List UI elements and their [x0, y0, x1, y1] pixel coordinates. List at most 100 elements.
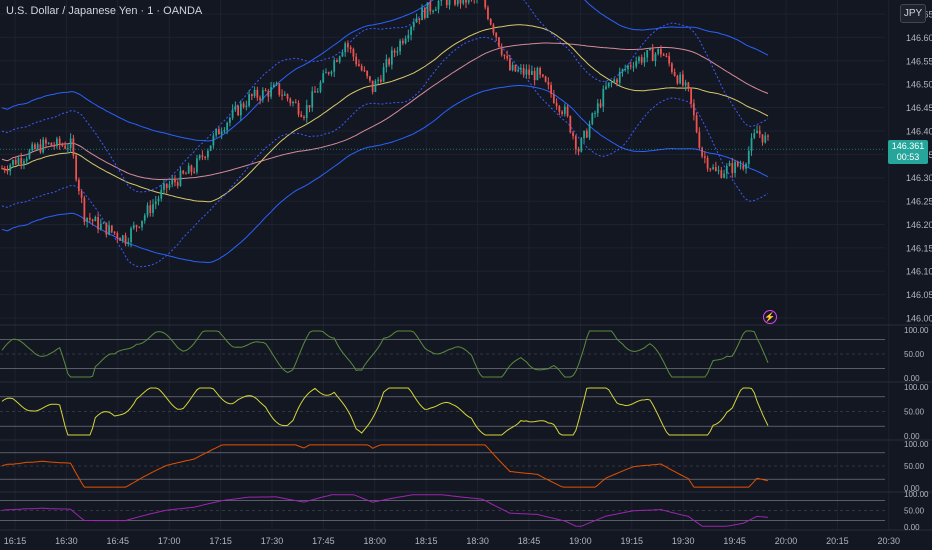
candle-body: [440, 0, 443, 1]
candle-body: [286, 94, 289, 99]
candle-body: [143, 215, 146, 221]
candle-body: [185, 173, 187, 175]
candle-body: [624, 69, 627, 71]
candle-body: [465, 0, 467, 3]
candle-body: [278, 83, 281, 95]
candle-body: [382, 67, 385, 82]
candle-body: [179, 170, 182, 186]
osc-axis-tick: 50.00: [904, 462, 925, 471]
candle-body: [621, 69, 624, 72]
candle-body: [338, 56, 341, 62]
time-axis-tick: 17:45: [312, 536, 335, 546]
osc-axis-tick: 100.00: [904, 383, 929, 392]
candle-body: [275, 83, 278, 85]
candle-body: [511, 64, 514, 71]
candle-body: [541, 74, 544, 77]
candle-body: [88, 217, 91, 220]
candle-body: [47, 142, 50, 144]
candle-body: [289, 98, 292, 104]
candle-body: [572, 132, 574, 137]
candle-body: [426, 2, 429, 18]
candle-body: [283, 94, 286, 96]
candle-body: [64, 145, 67, 149]
candle-body: [671, 63, 673, 72]
candle-body: [316, 91, 319, 93]
candle-body: [629, 65, 632, 67]
price-axis-tick: 146.550: [906, 56, 932, 66]
candle-body: [165, 183, 168, 188]
candle-body: [412, 22, 415, 27]
candle-body: [132, 225, 135, 229]
osc-axis-tick: 50.00: [904, 408, 925, 417]
candle-body: [591, 113, 594, 125]
oscillator-line: [1, 444, 769, 488]
price-axis-tick: 146.050: [906, 290, 932, 300]
candle-body: [341, 52, 344, 57]
candle-body: [25, 158, 28, 162]
candle-body: [533, 71, 536, 81]
candle-body: [77, 179, 80, 192]
time-axis-tick: 18:00: [364, 536, 387, 546]
candle-body: [552, 93, 555, 103]
candle-body: [154, 201, 157, 205]
candle-body: [401, 40, 404, 44]
candle-body: [209, 145, 212, 151]
candle-body: [245, 105, 248, 107]
time-axis-tick: 17:00: [158, 536, 181, 546]
candle-body: [193, 171, 196, 173]
candle-body: [80, 191, 83, 198]
candle-body: [12, 159, 14, 165]
candle-body: [492, 24, 495, 33]
candle-body: [160, 189, 163, 199]
candle-body: [467, 0, 470, 3]
candle-body: [253, 89, 256, 97]
time-axis-tick: 19:00: [569, 536, 592, 546]
candle-body: [97, 217, 99, 230]
candle-body: [522, 67, 525, 75]
candle-body: [314, 91, 316, 93]
lightning-icon[interactable]: ⚡: [763, 310, 777, 324]
candle-body: [116, 233, 119, 239]
candle-body: [459, 0, 462, 4]
candle-body: [739, 165, 742, 167]
candle-body: [146, 205, 149, 216]
candle-body: [319, 82, 322, 92]
candle-body: [347, 43, 349, 48]
candle-body: [130, 228, 132, 242]
candle-body: [1, 168, 3, 170]
osc-axis-tick: 100.00: [904, 440, 929, 449]
candle-body: [583, 130, 585, 139]
candle-body: [585, 130, 588, 138]
currency-button[interactable]: JPY: [900, 4, 926, 23]
price-axis-tick: 146.600: [906, 33, 932, 43]
candle-body: [717, 170, 720, 172]
candle-body: [764, 135, 767, 143]
candle-body: [363, 70, 366, 72]
candle-body: [607, 82, 610, 87]
candle-body: [50, 142, 53, 146]
candle-body: [171, 179, 174, 185]
candle-body: [404, 38, 407, 44]
candle-body: [157, 198, 160, 202]
candle-body: [220, 131, 223, 135]
candle-body: [555, 102, 558, 107]
candle-body: [207, 150, 209, 158]
candle-body: [758, 130, 761, 135]
candle-body: [204, 156, 207, 158]
candle-body: [237, 105, 240, 116]
candle-body: [248, 94, 250, 106]
candle-body: [577, 149, 580, 152]
candle-body: [83, 197, 86, 223]
candle-body: [355, 56, 358, 65]
candle-body: [651, 48, 654, 62]
candle-body: [374, 81, 377, 92]
candle-body: [393, 50, 396, 53]
candle-body: [574, 136, 577, 150]
candle-body: [517, 69, 520, 72]
price-axis-tick: 146.400: [906, 126, 932, 136]
candle-body: [692, 103, 695, 116]
candle-body: [723, 173, 725, 178]
candle-body: [390, 50, 393, 65]
candle-body: [303, 116, 305, 119]
